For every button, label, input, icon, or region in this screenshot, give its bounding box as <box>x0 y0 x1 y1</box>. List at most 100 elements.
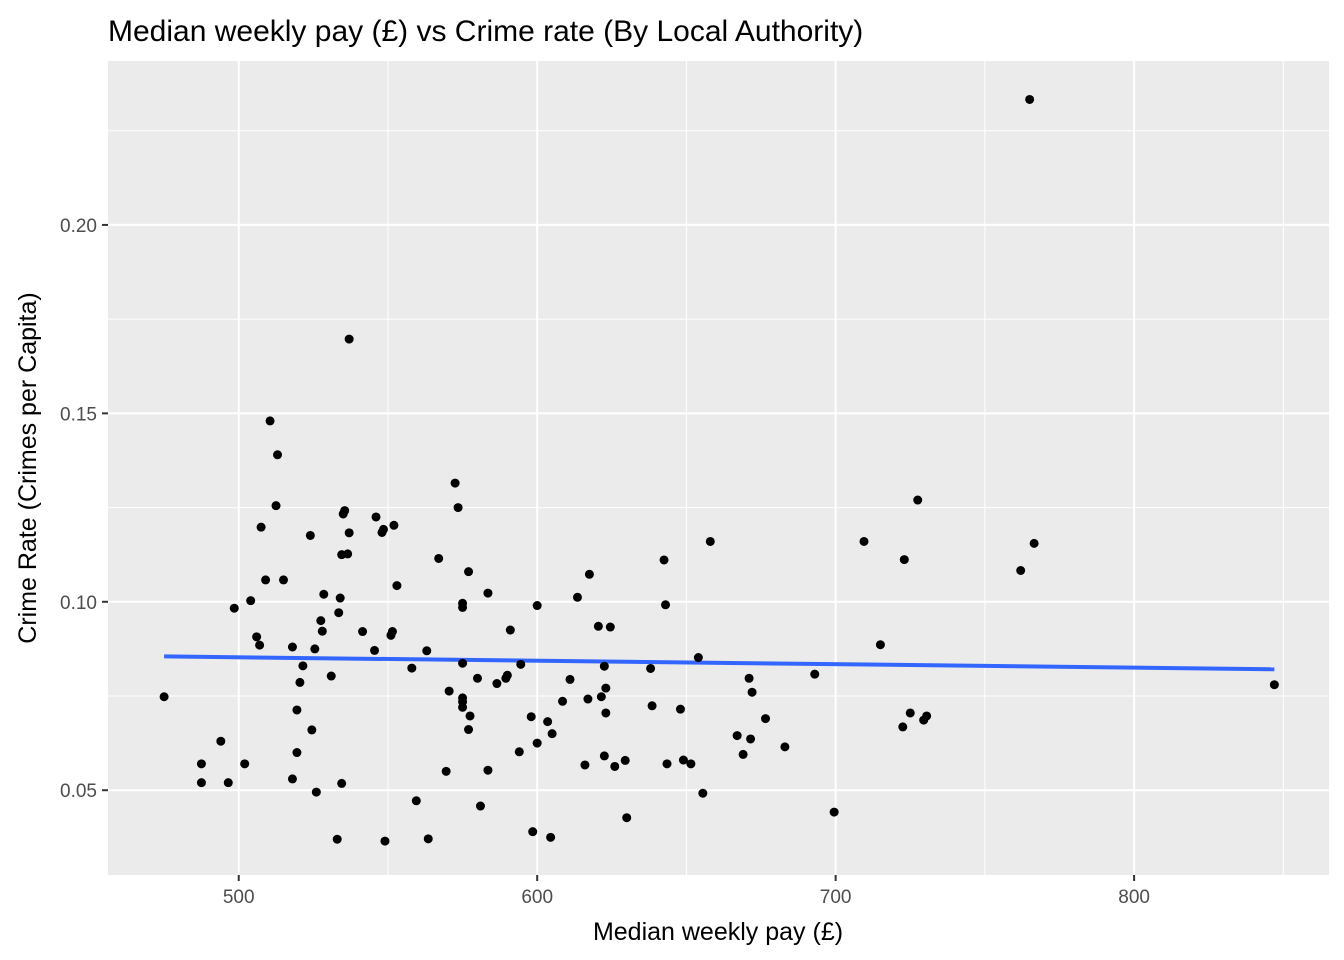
x-axis: 500 600 700 800 <box>223 875 1150 908</box>
data-point <box>599 751 609 761</box>
data-point <box>319 589 329 599</box>
data-point <box>458 702 468 712</box>
data-point <box>310 644 320 654</box>
data-point <box>647 701 657 711</box>
data-point <box>583 694 593 704</box>
data-point <box>1269 680 1279 690</box>
data-point <box>662 759 672 769</box>
y-axis-title: Crime Rate (Crimes per Capita) <box>14 292 42 643</box>
data-point <box>326 671 336 681</box>
data-point <box>389 520 399 530</box>
data-point <box>829 807 839 817</box>
data-point <box>265 416 275 426</box>
data-point <box>610 761 620 771</box>
y-tick-label: 0.10 <box>60 593 97 614</box>
data-point <box>370 645 380 655</box>
data-point <box>316 616 326 626</box>
data-point <box>407 663 417 673</box>
chart-title: Median weekly pay (£) vs Crime rate (By … <box>108 15 863 48</box>
data-point <box>620 755 630 765</box>
trend-line-group <box>164 654 1275 672</box>
data-point <box>483 588 493 598</box>
data-point <box>646 663 656 673</box>
data-point <box>599 661 609 671</box>
data-point <box>159 692 169 702</box>
data-point <box>526 712 536 722</box>
data-point <box>761 714 771 724</box>
data-point <box>305 530 315 540</box>
data-point <box>661 600 671 610</box>
data-point <box>278 575 288 585</box>
data-point <box>240 759 250 769</box>
data-point <box>905 708 915 718</box>
data-point <box>898 722 908 732</box>
data-point <box>434 553 444 563</box>
y-tick-label: 0.05 <box>60 781 97 802</box>
data-point <box>223 778 233 788</box>
data-point <box>273 450 283 460</box>
data-point <box>311 787 321 797</box>
x-tick-label: 600 <box>521 887 553 908</box>
data-points <box>159 94 1279 846</box>
data-point <box>601 683 611 693</box>
data-point <box>732 731 742 741</box>
data-point <box>572 592 582 602</box>
data-point <box>705 536 715 546</box>
data-point <box>547 729 557 739</box>
y-tick-label: 0.20 <box>60 216 97 237</box>
data-point <box>378 524 388 534</box>
data-point <box>859 536 869 546</box>
data-point <box>332 834 342 844</box>
data-point <box>532 601 542 611</box>
data-point <box>922 711 932 721</box>
y-axis: 0.05 0.10 0.15 0.20 <box>60 216 108 802</box>
data-point <box>295 677 305 687</box>
data-point <box>528 827 538 837</box>
data-point <box>565 674 575 684</box>
data-point <box>252 632 262 642</box>
data-point <box>335 593 345 603</box>
data-point <box>584 569 594 579</box>
data-point <box>780 742 790 752</box>
data-point <box>678 755 688 765</box>
data-point <box>298 661 308 671</box>
plot-panel <box>108 61 1329 875</box>
data-point <box>441 766 451 776</box>
data-point <box>196 778 206 788</box>
data-point <box>505 625 515 635</box>
data-point <box>334 608 344 618</box>
data-point <box>532 738 542 748</box>
data-point <box>1025 94 1035 104</box>
data-point <box>343 549 353 559</box>
data-point <box>256 522 266 532</box>
x-tick-label: 800 <box>1118 887 1150 908</box>
data-point <box>875 640 885 650</box>
data-point <box>423 834 433 844</box>
data-point <box>686 759 696 769</box>
data-point <box>1016 566 1026 576</box>
data-point <box>465 711 475 721</box>
data-point <box>387 627 397 637</box>
data-point <box>899 555 909 565</box>
data-point <box>516 659 526 669</box>
data-point <box>292 748 302 758</box>
data-point <box>229 603 239 613</box>
data-point <box>913 495 923 505</box>
data-point <box>464 725 474 735</box>
data-point <box>453 503 463 513</box>
data-point <box>580 760 590 770</box>
data-point <box>502 670 512 680</box>
data-point <box>358 627 368 637</box>
y-tick-label: 0.15 <box>60 404 97 425</box>
data-point <box>746 734 756 744</box>
data-point <box>464 567 474 577</box>
data-point <box>514 747 524 757</box>
data-point <box>1029 538 1039 548</box>
data-point <box>292 705 302 715</box>
data-point <box>622 813 632 823</box>
data-point <box>472 673 482 683</box>
x-axis-title: Median weekly pay (£) <box>593 918 843 946</box>
data-point <box>317 626 327 636</box>
data-point <box>546 832 556 842</box>
